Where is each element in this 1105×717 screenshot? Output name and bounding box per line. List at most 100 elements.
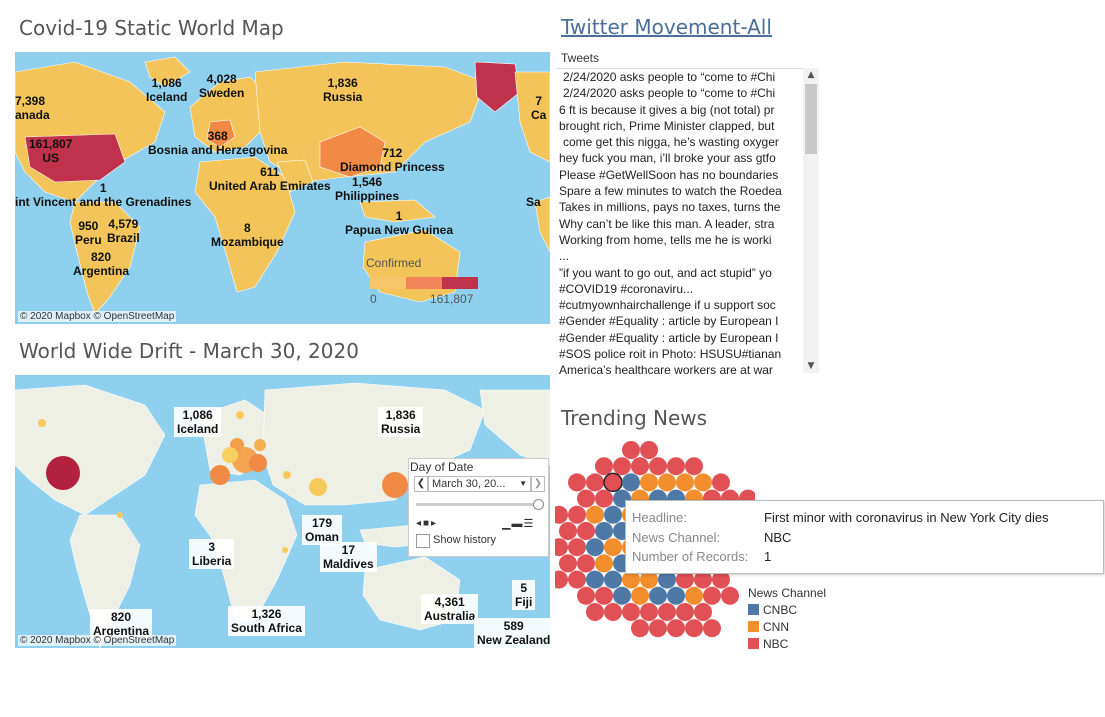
news-bubble[interactable] xyxy=(595,457,613,476)
scroll-up-icon[interactable]: ▲ xyxy=(807,70,815,80)
news-bubble[interactable] xyxy=(712,570,730,589)
news-bubble[interactable] xyxy=(640,570,658,589)
news-bubble[interactable] xyxy=(577,554,595,573)
news-bubble[interactable] xyxy=(613,457,631,476)
tweet-item[interactable]: 2/24/2020 asks people to “come to #Chi xyxy=(563,86,776,101)
news-bubble[interactable] xyxy=(667,457,685,476)
news-bubble[interactable] xyxy=(649,457,667,476)
twitter-movement-title[interactable]: Twitter Movement-All xyxy=(561,15,772,39)
news-bubble[interactable] xyxy=(555,505,568,524)
tweet-item[interactable]: #cutmyownhairchallenge if u support soc xyxy=(559,298,776,313)
tweet-item[interactable]: #SOS police roit in Photo: HSUSU#tianan xyxy=(559,347,782,362)
next-day-button[interactable]: ❯ xyxy=(531,476,545,492)
news-bubble[interactable] xyxy=(694,570,712,589)
tweet-item[interactable]: 6 ft is because it gives a big (not tota… xyxy=(559,102,775,117)
news-bubble[interactable] xyxy=(613,586,631,605)
news-bubble[interactable] xyxy=(721,586,739,605)
playback-controls[interactable]: ◂■▸ xyxy=(416,518,439,529)
date-slider-track[interactable] xyxy=(416,503,534,506)
news-bubble[interactable] xyxy=(712,473,730,492)
news-bubble[interactable] xyxy=(631,619,649,638)
date-slider-handle[interactable] xyxy=(533,499,544,510)
news-bubble[interactable] xyxy=(604,603,622,621)
news-bubble[interactable] xyxy=(586,538,604,557)
news-bubble[interactable] xyxy=(685,457,703,476)
news-bubble[interactable] xyxy=(658,473,676,492)
news-bubble[interactable] xyxy=(577,586,595,605)
news-bubble[interactable] xyxy=(586,473,604,492)
tweet-item[interactable]: Why can’t be like this man. A leader, st… xyxy=(559,216,775,231)
tweet-item[interactable]: Takes in millions, pays no taxes, turns … xyxy=(559,200,781,215)
legend-item-nbc[interactable]: NBC xyxy=(748,636,826,653)
tweets-list[interactable]: 2/24/2020 asks people to “come to #Chi 2… xyxy=(557,68,803,374)
tweet-item[interactable]: 2/24/2020 asks people to “come to #Chi xyxy=(563,70,776,84)
news-bubble[interactable] xyxy=(586,505,604,524)
tweets-scrollbar[interactable]: ▲ ▼ xyxy=(803,68,819,373)
news-bubble[interactable] xyxy=(667,619,685,638)
tweet-item[interactable]: Please #GetWellSoon has no boundaries xyxy=(559,167,779,182)
date-select[interactable]: March 30, 20... ▼ xyxy=(428,476,531,492)
news-bubble[interactable] xyxy=(649,586,667,605)
news-bubble[interactable] xyxy=(568,538,586,557)
news-bubble[interactable] xyxy=(667,586,685,605)
news-bubble[interactable] xyxy=(586,570,604,589)
news-bubble[interactable] xyxy=(622,441,640,459)
tweet-item[interactable]: Spare a few minutes to watch the Roedea xyxy=(559,184,782,199)
tweet-item[interactable]: #Gender #Equality : article by European … xyxy=(559,330,779,345)
news-bubble[interactable] xyxy=(568,570,586,589)
news-bubble[interactable] xyxy=(577,522,595,540)
news-bubble[interactable] xyxy=(649,619,667,638)
drift-map-credit[interactable]: © 2020 Mapbox © OpenStreetMap xyxy=(18,635,177,646)
news-bubble[interactable] xyxy=(604,538,622,557)
news-bubble[interactable] xyxy=(603,472,623,493)
speed-controls[interactable]: ▁▬☰ xyxy=(502,518,535,530)
news-bubble[interactable] xyxy=(595,522,613,540)
news-bubble[interactable] xyxy=(555,570,568,589)
tweet-item[interactable]: hey fuck you man, i’ll broke your ass gt… xyxy=(559,151,776,166)
news-bubble[interactable] xyxy=(622,570,640,589)
tweet-item[interactable]: ”if you want to go out, and act stupid” … xyxy=(559,265,772,280)
tweet-item[interactable]: America’s healthcare workers are at war xyxy=(559,363,773,374)
news-bubble[interactable] xyxy=(676,570,694,589)
scroll-down-icon[interactable]: ▼ xyxy=(807,361,815,371)
static-world-map[interactable]: Confirmed 0 161,807 7,398 anada 1,086 Icel… xyxy=(15,52,550,324)
tweet-item[interactable]: come get this nigga, he’s wasting oxyger xyxy=(563,135,779,150)
news-bubble[interactable] xyxy=(658,570,676,589)
news-bubble[interactable] xyxy=(595,554,613,573)
news-bubble[interactable] xyxy=(640,473,658,492)
tweet-item[interactable]: #COVID19 #coronaviru... xyxy=(559,281,694,296)
news-bubble[interactable] xyxy=(676,473,694,492)
news-bubble[interactable] xyxy=(568,473,586,492)
news-bubble[interactable] xyxy=(631,586,649,605)
news-bubble[interactable] xyxy=(559,522,577,540)
news-bubble[interactable] xyxy=(658,603,676,621)
news-bubble[interactable] xyxy=(640,603,658,621)
tweet-item[interactable]: brought rich, Prime Minister clapped, bu… xyxy=(559,118,775,133)
news-bubble[interactable] xyxy=(595,489,613,508)
scroll-thumb[interactable] xyxy=(805,84,817,154)
news-bubble[interactable] xyxy=(640,441,658,459)
news-bubble[interactable] xyxy=(694,603,712,621)
news-bubble[interactable] xyxy=(685,619,703,638)
tweet-item[interactable]: #Gender #Equality : article by European … xyxy=(559,314,779,329)
tweet-item[interactable]: ... xyxy=(559,249,570,264)
news-bubble[interactable] xyxy=(604,570,622,589)
prev-day-button[interactable]: ❮ xyxy=(414,476,428,492)
news-bubble[interactable] xyxy=(622,473,640,492)
news-bubble[interactable] xyxy=(595,586,613,605)
news-bubble[interactable] xyxy=(577,489,595,508)
news-bubble[interactable] xyxy=(703,619,721,638)
news-bubble[interactable] xyxy=(568,505,586,524)
news-bubble[interactable] xyxy=(631,457,649,476)
news-bubble[interactable] xyxy=(622,603,640,621)
tweet-item[interactable]: Working from home, tells me he is worki xyxy=(559,232,772,247)
legend-item-cnn[interactable]: CNN xyxy=(748,619,826,636)
news-bubble[interactable] xyxy=(586,603,604,621)
news-bubble[interactable] xyxy=(676,603,694,621)
news-bubble[interactable] xyxy=(604,505,622,524)
news-bubble[interactable] xyxy=(685,586,703,605)
news-bubble[interactable] xyxy=(555,538,568,557)
static-map-credit[interactable]: © 2020 Mapbox © OpenStreetMap xyxy=(18,311,177,322)
news-bubble[interactable] xyxy=(559,554,577,573)
news-bubble[interactable] xyxy=(703,586,721,605)
